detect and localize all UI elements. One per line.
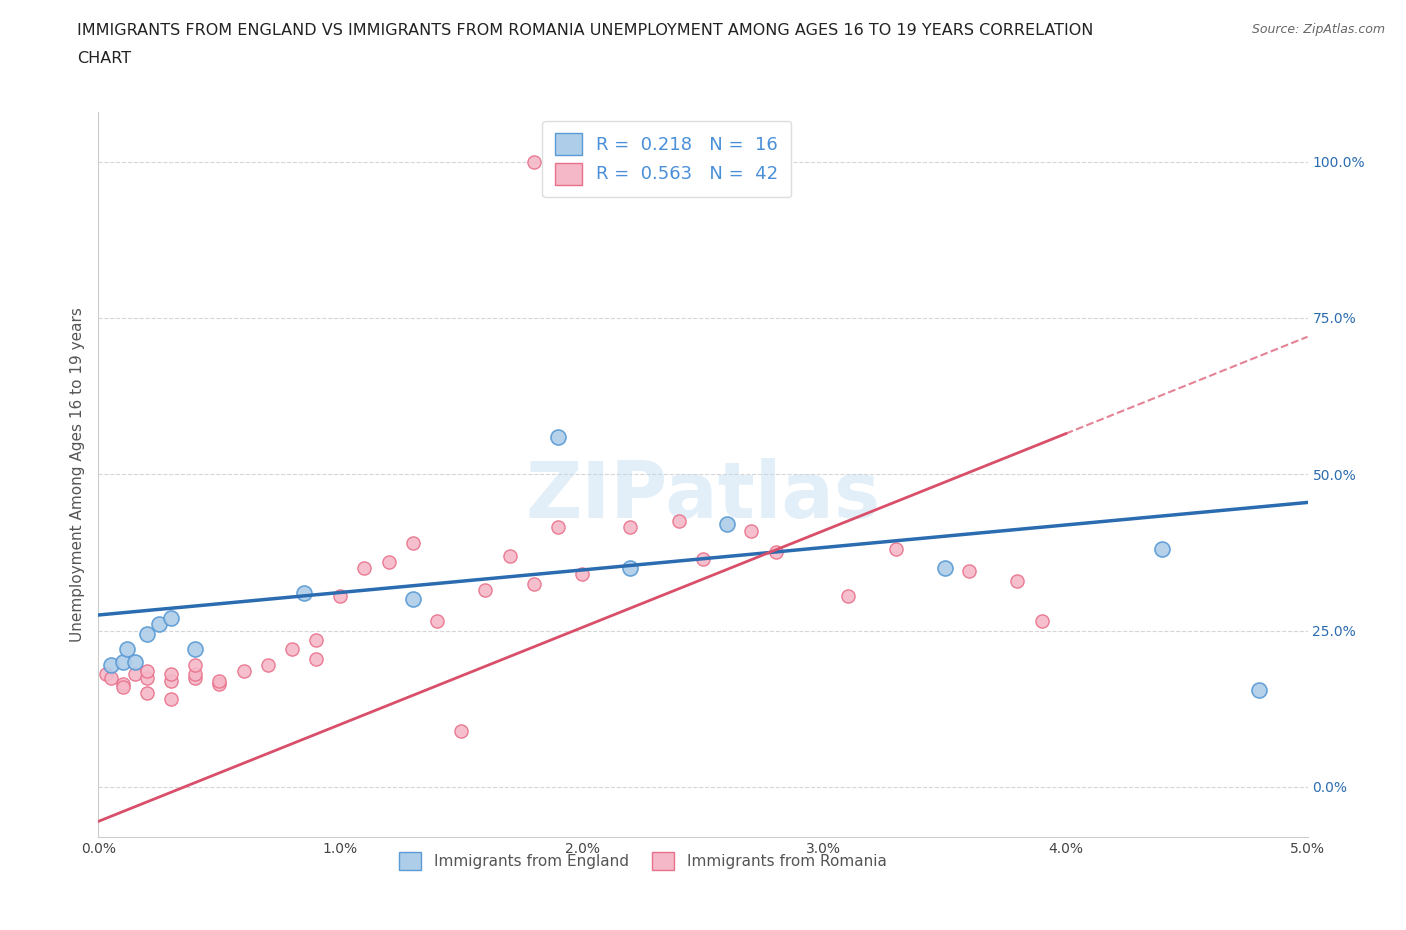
Point	[523, 577, 546, 591]
Point	[668, 513, 690, 528]
Point	[353, 561, 375, 576]
Point	[232, 664, 254, 679]
Point	[692, 551, 714, 566]
Point	[547, 154, 569, 169]
Point	[716, 517, 738, 532]
Text: Source: ZipAtlas.com: Source: ZipAtlas.com	[1251, 23, 1385, 36]
Point	[208, 673, 231, 688]
Point	[100, 658, 122, 672]
Point	[94, 667, 117, 682]
Point	[765, 545, 787, 560]
Point	[124, 667, 146, 682]
Point	[160, 673, 183, 688]
Point	[305, 632, 328, 647]
Point	[886, 542, 908, 557]
Point	[135, 664, 157, 679]
Point	[450, 724, 472, 738]
Point	[934, 561, 956, 576]
Point	[160, 611, 183, 626]
Point	[1031, 614, 1053, 629]
Point	[619, 561, 641, 576]
Point	[402, 591, 425, 606]
Point	[184, 642, 207, 657]
Point	[292, 586, 315, 601]
Point	[111, 676, 134, 691]
Point	[111, 680, 134, 695]
Point	[160, 667, 183, 682]
Point	[740, 524, 762, 538]
Point	[619, 520, 641, 535]
Point	[1152, 542, 1174, 557]
Point	[1249, 683, 1271, 698]
Point	[135, 685, 157, 700]
Point	[111, 655, 134, 670]
Point	[184, 667, 207, 682]
Point	[523, 154, 546, 169]
Point	[117, 642, 139, 657]
Point	[208, 676, 231, 691]
Text: CHART: CHART	[77, 51, 131, 66]
Point	[329, 589, 352, 604]
Text: IMMIGRANTS FROM ENGLAND VS IMMIGRANTS FROM ROMANIA UNEMPLOYMENT AMONG AGES 16 TO: IMMIGRANTS FROM ENGLAND VS IMMIGRANTS FR…	[77, 23, 1094, 38]
Point	[135, 671, 157, 685]
Point	[498, 548, 520, 563]
Point	[402, 536, 425, 551]
Text: ZIPatlas: ZIPatlas	[526, 458, 880, 534]
Point	[160, 692, 183, 707]
Point	[547, 154, 569, 169]
Point	[148, 617, 170, 631]
Point	[474, 582, 496, 597]
Point	[547, 430, 569, 445]
Point	[305, 651, 328, 666]
Point	[256, 658, 278, 672]
Point	[426, 614, 449, 629]
Legend: Immigrants from England, Immigrants from Romania: Immigrants from England, Immigrants from…	[392, 845, 893, 876]
Point	[100, 671, 122, 685]
Point	[837, 589, 859, 604]
Point	[957, 564, 980, 578]
Point	[281, 642, 304, 657]
Point	[571, 567, 593, 582]
Point	[135, 626, 157, 641]
Y-axis label: Unemployment Among Ages 16 to 19 years: Unemployment Among Ages 16 to 19 years	[69, 307, 84, 642]
Point	[1007, 573, 1029, 588]
Point	[184, 658, 207, 672]
Point	[377, 554, 399, 569]
Point	[184, 671, 207, 685]
Point	[547, 520, 569, 535]
Point	[124, 655, 146, 670]
